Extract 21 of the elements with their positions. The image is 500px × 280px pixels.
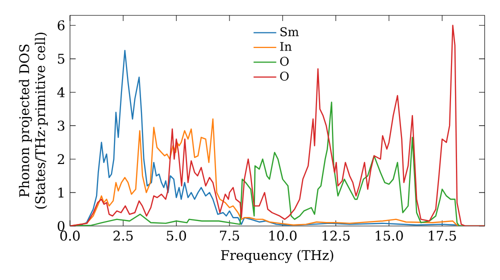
x-tick-label: 7.5 — [220, 230, 240, 241]
y-tick-label: 2 — [58, 154, 64, 164]
legend-label: O — [280, 72, 289, 81]
legend-label: O — [280, 56, 289, 66]
x-tick-label: 12.5 — [322, 230, 350, 241]
x-tick-label: 10.0 — [269, 230, 297, 241]
x-tick-label: 15.0 — [376, 230, 403, 241]
y-tick-label: 6 — [58, 20, 64, 30]
x-tick-label: 0.0 — [60, 230, 80, 241]
y-axis-title: Phonon projected DOS (States/THz·primitive cell) — [18, 32, 48, 209]
y-tick-label: 3 — [58, 120, 64, 131]
legend-label: In — [280, 42, 292, 51]
x-axis-title: Frequency (THz) — [221, 250, 334, 263]
x-tick-label: 5.0 — [166, 230, 186, 241]
legend-label: Sm — [280, 27, 299, 36]
x-tick-label: 2.5 — [113, 230, 133, 241]
y-tick-label: 1 — [58, 188, 64, 198]
y-tick-label: 4 — [57, 87, 65, 98]
y-tick-label: 5 — [58, 54, 64, 64]
y-tick-label: 0 — [58, 220, 64, 232]
x-tick-label: 17.5 — [428, 230, 456, 241]
